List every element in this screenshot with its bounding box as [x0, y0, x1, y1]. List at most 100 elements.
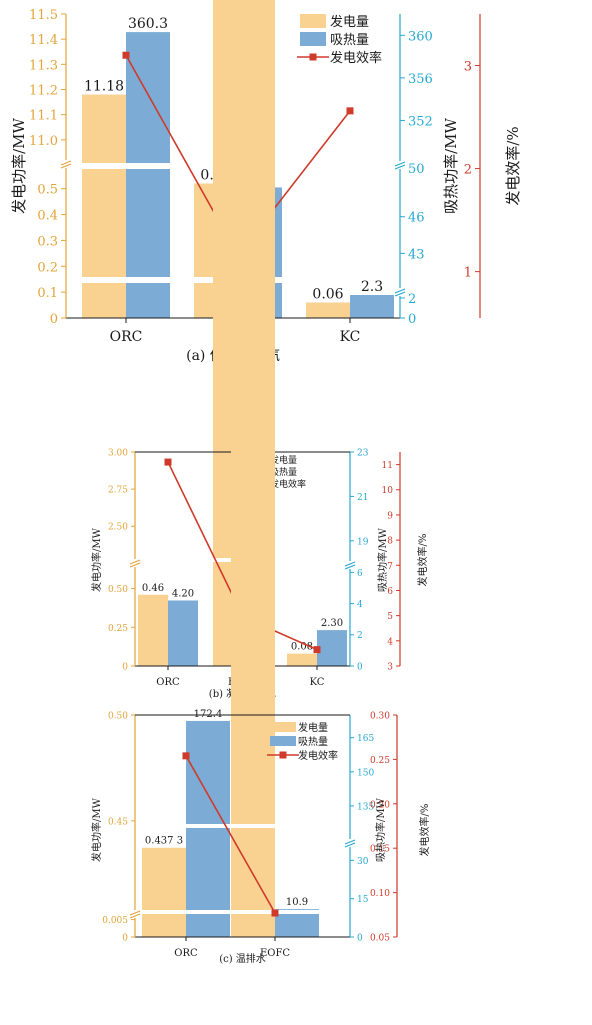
- left-y-tick-label: 11.5: [29, 8, 58, 23]
- axis-break-gap: [394, 288, 406, 296]
- axis-break-gap: [129, 910, 141, 918]
- legend-label: 发电效率: [330, 50, 382, 66]
- heat-y-tick-label: 0: [357, 933, 363, 943]
- bar-break-band: [186, 824, 230, 828]
- heat-y-axis-title: 吸热功率/MW: [374, 797, 387, 862]
- heat-y-tick-label: 2: [408, 292, 416, 307]
- heat-y-tick-label: 135: [357, 802, 374, 812]
- power-value-label: 11.18: [84, 79, 124, 95]
- efficiency-point: [182, 752, 190, 760]
- efficiency-y-tick-label: 4: [387, 637, 393, 647]
- heat-value-label: 360.3: [128, 16, 168, 32]
- axis-break-mark: [129, 910, 141, 916]
- power-bar: [142, 847, 186, 937]
- heat-bar: [186, 720, 230, 937]
- left-y-tick-label: 2.50: [108, 523, 128, 533]
- left-y-tick-label: 11.3: [29, 58, 58, 73]
- efficiency-y-axis-title: 发电效率/%: [418, 804, 431, 857]
- efficiency-y-tick-label: 1: [464, 266, 472, 281]
- efficiency-y-tick-label: 8: [387, 537, 393, 547]
- power-bar: [306, 302, 350, 318]
- left-y-tick-label: 11.0: [29, 134, 58, 149]
- heat-y-tick-label: 46: [408, 211, 425, 226]
- power-value-label: 0.08: [291, 642, 313, 653]
- heat-y-tick-label: 2: [357, 631, 363, 641]
- heat-bar: [317, 630, 347, 666]
- left-y-tick-label: 0.005: [102, 916, 128, 926]
- heat-y-tick-label: 21: [357, 493, 368, 503]
- heat-bar: [126, 32, 170, 318]
- heat-value-label: 10.9: [286, 897, 308, 908]
- axis-break-gap: [129, 559, 141, 567]
- efficiency-point: [346, 107, 354, 115]
- heat-y-tick-label: 0: [357, 662, 363, 672]
- left-y-axis-title: 发电功率/MW: [90, 527, 103, 592]
- left-y-tick-label: 0.5: [37, 183, 58, 198]
- legend-swatch-heat: [270, 736, 296, 746]
- power-value-label: 0.437 3: [145, 836, 183, 847]
- left-y-tick-label: 0.50: [108, 585, 128, 595]
- heat-y-tick-label: 0: [408, 312, 416, 327]
- efficiency-y-tick-label: 0.30: [370, 711, 390, 721]
- heat-y-tick-label: 6: [357, 569, 363, 579]
- legend-swatch-power: [300, 14, 326, 28]
- heat-y-tick-label: 356: [408, 72, 433, 87]
- axis-break-mark: [129, 913, 141, 919]
- left-y-tick-label: 0.3: [37, 234, 58, 249]
- efficiency-point: [313, 646, 321, 654]
- legend-label: 吸热量: [330, 33, 369, 48]
- legend-label: 吸热量: [270, 466, 297, 478]
- heat-value-label: 172.4: [194, 709, 223, 720]
- legend-marker-efficiency: [309, 53, 317, 61]
- heat-bar: [168, 600, 198, 666]
- legend-label: 吸热量: [298, 735, 328, 748]
- heat-y-tick-label: 165: [357, 734, 374, 744]
- heat-y-tick-label: 30: [357, 857, 369, 867]
- heat-y-axis-title: 吸热功率/MW: [376, 527, 389, 592]
- efficiency-y-tick-label: 2: [464, 163, 472, 178]
- left-y-tick-label: 0: [50, 312, 58, 327]
- efficiency-point: [164, 458, 172, 466]
- left-y-tick-label: 3.00: [108, 448, 128, 458]
- heat-y-tick-label: 150: [357, 768, 374, 778]
- left-y-tick-label: 0.2: [37, 260, 58, 275]
- x-tick-label: KC: [340, 329, 361, 345]
- chart-caption: (c) 温排水: [219, 952, 266, 965]
- axis-break-mark: [394, 288, 406, 294]
- efficiency-y-tick-label: 0.20: [370, 800, 390, 810]
- efficiency-y-axis-title: 发电效率/%: [504, 126, 522, 205]
- legend-label: 发电效率: [298, 749, 338, 762]
- heat-y-tick-label: 19: [357, 537, 369, 547]
- left-y-axis-title: 发电功率/MW: [10, 118, 28, 214]
- x-tick-label: ORC: [156, 677, 180, 688]
- heat-y-tick-label: 352: [408, 114, 433, 129]
- efficiency-y-tick-label: 11: [382, 461, 393, 471]
- x-tick-label: KC: [310, 677, 325, 688]
- efficiency-y-tick-label: 0.10: [370, 889, 390, 899]
- legend-label: 发电量: [330, 14, 369, 30]
- left-y-axis-title: 发电功率/MW: [90, 797, 103, 862]
- bar-break-band: [231, 910, 275, 914]
- bar-break-band: [142, 910, 186, 914]
- axis-break-gap: [344, 839, 356, 847]
- legend-label: 发电量: [270, 454, 297, 466]
- efficiency-y-tick-label: 0.25: [370, 756, 390, 766]
- heat-y-tick-label: 43: [408, 247, 425, 262]
- efficiency-y-axis-title: 发电效率/%: [416, 534, 429, 587]
- left-y-tick-label: 0.1: [37, 286, 58, 301]
- efficiency-y-tick-label: 3: [464, 60, 472, 75]
- axis-break-mark: [129, 562, 141, 568]
- power-bar: [287, 653, 317, 666]
- heat-y-tick-label: 50: [408, 162, 425, 177]
- efficiency-y-tick-label: 0.15: [370, 845, 390, 855]
- bar-break-band: [126, 163, 170, 169]
- efficiency-point: [122, 51, 130, 59]
- x-tick-label: ORC: [110, 329, 143, 345]
- efficiency-point: [271, 909, 279, 917]
- bar-break-band: [186, 910, 230, 914]
- axis-break-gap: [60, 160, 72, 168]
- axis-break-mark: [394, 161, 406, 167]
